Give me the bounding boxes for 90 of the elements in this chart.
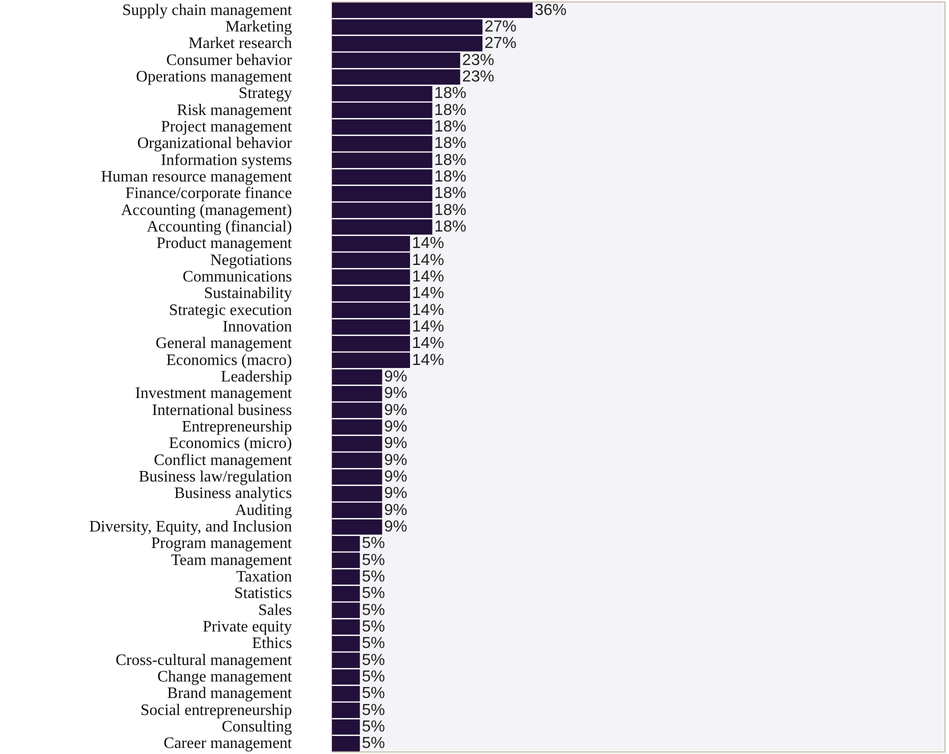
data-label: 5% (362, 685, 385, 702)
data-label: 27% (484, 18, 516, 36)
y-tick-label: Diversity, Equity, and Inclusion (89, 518, 292, 536)
y-tick-label: Entrepreneurship (182, 418, 292, 436)
data-label: 5% (362, 535, 385, 552)
data-label: 5% (362, 585, 385, 602)
y-tick-label: Risk management (176, 102, 293, 119)
data-label: 9% (384, 402, 408, 419)
data-label: 5% (362, 552, 385, 569)
y-tick-label: Business law/regulation (138, 468, 292, 486)
y-tick-label: Human resource management (100, 168, 293, 186)
data-label: 27% (484, 35, 516, 52)
data-label: 9% (384, 452, 408, 469)
data-label: 5% (362, 735, 385, 752)
y-tick-label: Accounting (management) (120, 202, 292, 219)
data-label: 14% (412, 318, 444, 336)
y-tick-label: Investment management (135, 385, 293, 402)
y-tick-label: Accounting (financial) (146, 218, 292, 236)
data-label: 14% (412, 302, 444, 319)
y-tick-label: Operations management (136, 68, 293, 86)
y-tick-label: Auditing (235, 502, 292, 519)
y-tick-label: Consumer behavior (166, 52, 293, 69)
y-tick-label: Innovation (222, 318, 292, 336)
y-tick-label: Statistics (234, 585, 292, 602)
data-label: 36% (534, 2, 567, 19)
data-label: 14% (412, 252, 444, 269)
data-label: 14% (412, 335, 444, 352)
y-tick-label: Economics (macro) (166, 352, 292, 369)
data-label: 9% (384, 518, 408, 536)
y-tick-label: Business analytics (174, 485, 292, 502)
y-tick-label: Change management (157, 668, 293, 686)
data-label: 5% (362, 718, 385, 736)
y-tick-label: Project management (160, 118, 293, 136)
data-label: 18% (434, 152, 466, 169)
y-tick-label: Marketing (225, 18, 292, 36)
data-label: 9% (384, 435, 408, 452)
data-label: 9% (384, 502, 408, 519)
y-tick-label: Organizational behavior (137, 135, 293, 152)
y-tick-label: Team management (170, 552, 293, 569)
data-label: 14% (412, 285, 444, 302)
y-tick-label: Communications (182, 268, 292, 286)
data-label: 5% (362, 668, 385, 686)
y-tick-label: Taxation (236, 568, 292, 586)
data-label: 5% (362, 618, 385, 636)
y-tick-label: Brand management (167, 685, 293, 702)
y-tick-label: Cross-cultural management (116, 652, 293, 669)
y-tick-label: Consulting (222, 718, 292, 736)
data-label: 5% (362, 635, 385, 652)
data-label: 23% (462, 52, 494, 69)
data-label: 18% (434, 168, 466, 186)
data-label: 14% (412, 352, 444, 369)
y-tick-label: Information systems (160, 152, 292, 169)
y-tick-label: Program management (151, 535, 293, 552)
y-tick-label: Conflict management (154, 452, 293, 469)
y-tick-label: General management (156, 335, 293, 352)
data-label: 9% (384, 385, 408, 402)
data-label: 5% (362, 602, 385, 619)
y-tick-label: Finance/corporate finance (125, 185, 292, 202)
data-label: 23% (462, 68, 494, 86)
data-label: 18% (434, 218, 466, 236)
data-label: 18% (434, 85, 466, 102)
data-label: 9% (384, 485, 408, 502)
data-label: 14% (412, 268, 444, 286)
data-label: 18% (434, 118, 466, 136)
y-tick-label: Career management (164, 735, 293, 752)
data-label: 18% (434, 102, 466, 119)
data-label: 18% (434, 185, 466, 202)
y-tick-label: Market research (188, 35, 292, 52)
y-tick-label: International business (152, 402, 292, 419)
y-tick-label: Social entrepreneurship (140, 702, 292, 719)
y-tick-label: Economics (micro) (168, 435, 292, 452)
y-tick-label: Strategic execution (168, 302, 292, 319)
y-tick-label: Negotiations (210, 252, 292, 269)
data-label: 5% (362, 568, 385, 586)
y-tick-label: Private equity (202, 618, 292, 636)
y-tick-label: Ethics (252, 635, 292, 652)
data-label: 9% (384, 468, 408, 486)
data-label: 9% (384, 368, 408, 386)
data-label: 9% (384, 418, 408, 436)
y-tick-label: Product management (156, 235, 293, 252)
data-label: 14% (412, 235, 444, 252)
y-tick-label: Sustainability (204, 285, 292, 302)
y-tick-label: Sales (258, 602, 292, 619)
data-label: 18% (434, 135, 466, 152)
y-tick-label: Leadership (220, 368, 292, 386)
data-label: 18% (434, 202, 466, 219)
data-label: 5% (362, 652, 385, 669)
data-label: 5% (362, 702, 385, 719)
y-tick-label: Supply chain management (122, 2, 293, 19)
y-tick-label: Strategy (238, 85, 292, 102)
